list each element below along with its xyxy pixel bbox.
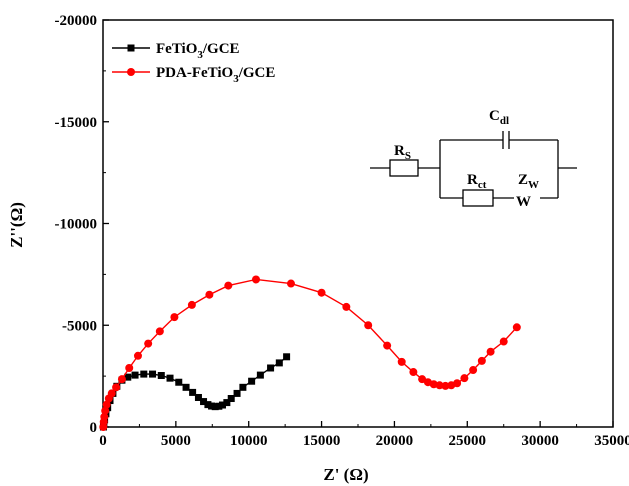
data-point (107, 389, 116, 398)
legend-marker (127, 44, 135, 52)
x-tick-label: 10000 (230, 433, 268, 449)
data-point (117, 375, 126, 384)
plot-frame (102, 19, 614, 428)
x-tick-label: 30000 (521, 433, 559, 449)
data-point (267, 364, 275, 372)
data-point (342, 302, 351, 311)
data-point (189, 388, 197, 396)
y-axis-label: Z''(Ω) (7, 202, 26, 248)
x-tick-label: 15000 (303, 433, 341, 449)
data-point (223, 399, 231, 407)
legend-label: FeTiO3/GCE (156, 41, 240, 61)
data-point (317, 288, 326, 297)
data-point (286, 279, 295, 288)
data-point (101, 406, 110, 415)
data-point (256, 371, 264, 379)
x-tick-label: 0 (99, 433, 107, 449)
equivalent-circuit-inset (370, 131, 577, 207)
x-tick-label: 5000 (161, 433, 191, 449)
data-point (200, 398, 208, 406)
x-tick-label: 25000 (449, 433, 487, 449)
data-point (125, 363, 134, 372)
series-pda-fetio3-gce (99, 275, 521, 431)
data-point (486, 347, 495, 356)
y-tick-label: -20000 (55, 13, 98, 29)
y-tick-label: -10000 (55, 217, 98, 233)
resistor-rs (389, 159, 419, 177)
data-point (499, 337, 508, 346)
label-cdl: Cdl (489, 108, 509, 127)
y-tick-label: 0 (90, 420, 98, 436)
data-point (460, 374, 469, 383)
data-point (397, 357, 406, 366)
data-point (512, 323, 521, 332)
label-rs: RS (394, 143, 411, 162)
data-point (409, 368, 418, 377)
data-point (215, 402, 223, 410)
data-point (283, 353, 291, 361)
resistor-rct (462, 189, 494, 207)
data-point (133, 351, 142, 360)
data-point (140, 370, 148, 378)
data-point (218, 401, 226, 409)
data-point (157, 372, 165, 380)
legend-label: PDA-FeTiO3/GCE (156, 65, 275, 85)
data-point (383, 341, 392, 350)
data-point (100, 412, 109, 421)
data-point (239, 383, 247, 391)
data-point (124, 373, 132, 381)
data-point (275, 359, 283, 367)
data-point (435, 381, 444, 390)
data-point (112, 383, 121, 392)
data-point (224, 281, 233, 290)
data-point (252, 275, 260, 284)
data-point (194, 393, 202, 401)
x-axis-label: Z' (Ω) (323, 465, 368, 484)
data-point (149, 370, 157, 378)
series-layer (99, 275, 521, 431)
data-point (175, 378, 183, 386)
data-point (248, 377, 256, 385)
x-tick-label: 35000 (594, 433, 629, 449)
data-point (233, 389, 241, 397)
data-point (477, 356, 486, 365)
data-point (205, 290, 214, 299)
data-point (155, 327, 164, 336)
legend: FeTiO3/GCE PDA-FeTiO3/GCE (112, 41, 275, 85)
data-point (187, 300, 196, 309)
data-point (166, 374, 174, 382)
label-zw: ZW (518, 172, 539, 191)
y-tick-label: -5000 (62, 318, 97, 334)
circuit-labels: RS Cdl Rct ZW W (394, 108, 539, 210)
data-point (453, 379, 462, 388)
data-point (204, 401, 212, 409)
data-point (211, 403, 219, 411)
label-rct: Rct (467, 172, 487, 191)
series-line (102, 278, 518, 428)
data-point (144, 339, 153, 348)
x-tick-label: 20000 (376, 433, 414, 449)
data-point (441, 381, 450, 390)
data-point (227, 395, 235, 403)
data-point (182, 383, 190, 391)
data-point (469, 366, 478, 375)
data-point (131, 371, 139, 379)
data-point (364, 321, 373, 330)
y-tick-label: -15000 (55, 115, 98, 131)
data-point (170, 313, 179, 322)
label-warburg: W (516, 194, 531, 210)
data-point (102, 400, 111, 409)
legend-marker (127, 68, 135, 76)
y-axis: 0 -5000 -10000 -15000 -20000 (55, 13, 109, 436)
x-axis: 0 5000 10000 15000 20000 25000 30000 35000 (99, 421, 629, 449)
data-point (208, 402, 216, 410)
